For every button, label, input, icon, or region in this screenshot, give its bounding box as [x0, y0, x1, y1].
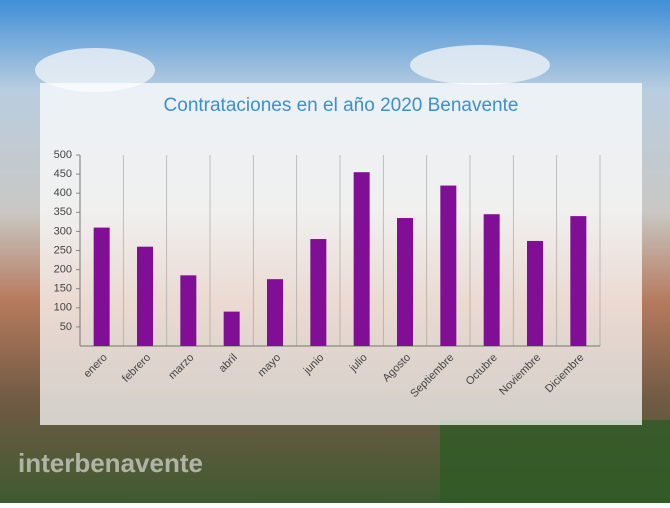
y-tick-label: 450: [54, 168, 72, 180]
y-tick-label: 300: [54, 225, 72, 237]
bar: [267, 279, 283, 346]
bar: [397, 218, 413, 346]
bar: [570, 216, 587, 346]
bar: [440, 185, 457, 346]
cloud: [410, 45, 550, 85]
bar: [137, 246, 153, 346]
bar: [310, 239, 327, 346]
y-tick-label: 200: [54, 264, 72, 276]
y-tick-label: 400: [54, 187, 72, 199]
y-tick-label: 350: [54, 206, 72, 218]
bar: [483, 214, 500, 346]
trees: [440, 420, 670, 503]
y-tick-label: 100: [54, 302, 72, 314]
y-tick-label: 50: [60, 321, 72, 333]
y-tick-label: 250: [54, 244, 72, 256]
y-tick-label: 150: [54, 283, 72, 295]
bar: [527, 240, 543, 346]
chart-title: Contrataciones en el año 2020 Benavente: [164, 95, 519, 116]
bar: [223, 311, 240, 346]
watermark: interbenavente: [18, 448, 203, 478]
cloud: [35, 48, 155, 92]
bar: [180, 275, 197, 346]
bar: [93, 227, 110, 346]
y-tick-label: 500: [54, 149, 72, 161]
bar: [353, 172, 370, 346]
